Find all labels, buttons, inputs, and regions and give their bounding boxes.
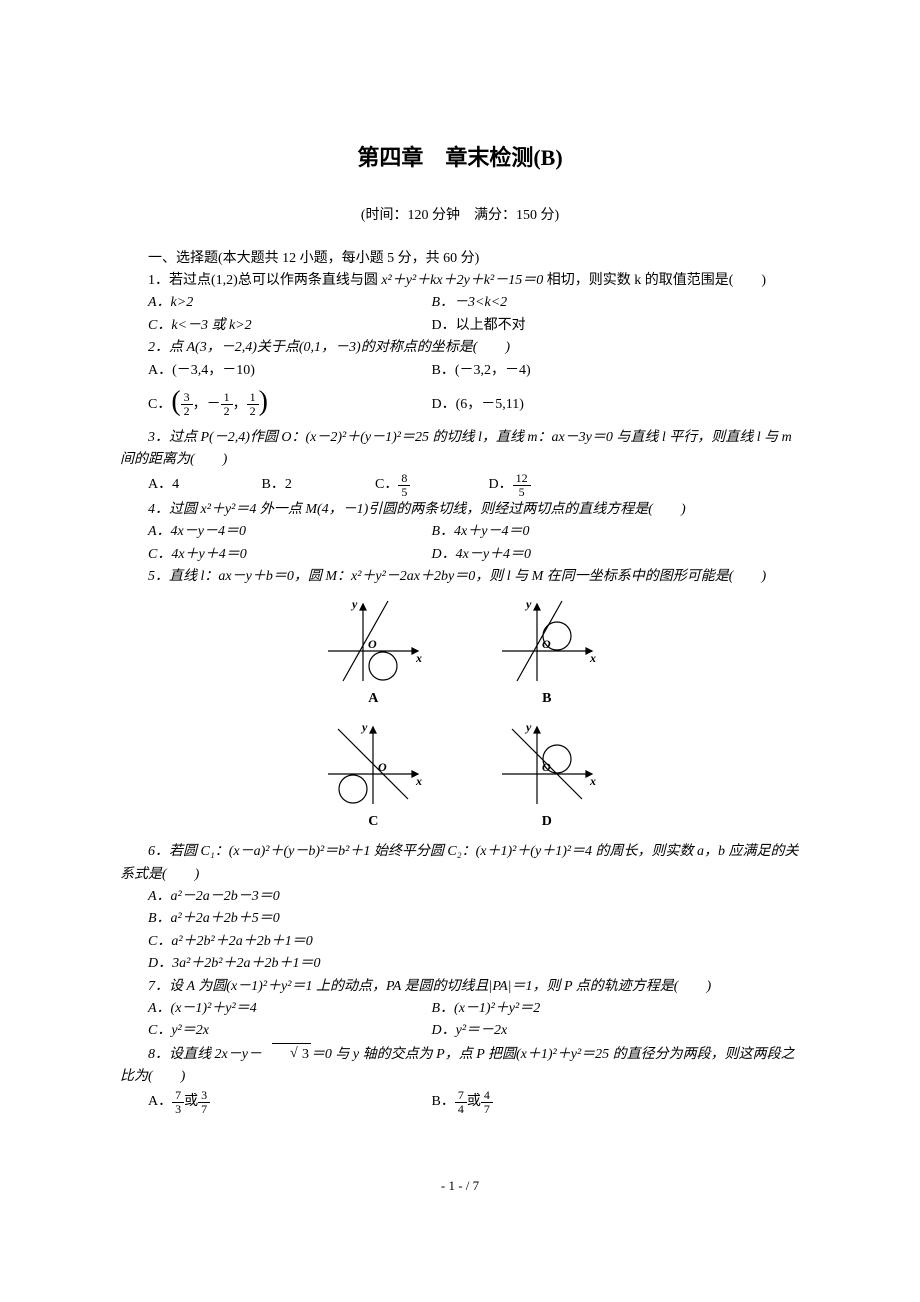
svg-text:O: O xyxy=(368,637,377,651)
q3-opt-c: C．85 xyxy=(375,472,485,499)
q4-options: A．4x－y－4＝0 B．4x＋y－4＝0 C．4x＋y＋4＝0 D．4x－y＋… xyxy=(120,521,800,566)
q7-opt-a: A．(x－1)²＋y²＝4 xyxy=(148,998,428,1020)
q5-svg-d: O x y xyxy=(492,719,602,809)
q1-opt-c: C．k<－3 或 k>2 xyxy=(148,315,428,337)
q8-text-1: 8．设直线 2x－y－ xyxy=(148,1047,262,1062)
q8-opt-b: B．74或47 xyxy=(432,1089,493,1116)
q2-opt-a: A．(－3,4，－10) xyxy=(148,360,428,382)
svg-text:O: O xyxy=(378,760,387,774)
q2-options: A．(－3,4，－10) B．(－3,2，－4) C．(32，－12，12) D… xyxy=(120,360,800,427)
q1-opt-d: D．以上都不对 xyxy=(432,315,526,337)
q3-opt-a: A．4 xyxy=(148,474,258,496)
page-subtitle: (时间：120 分钟 满分：150 分) xyxy=(120,205,800,227)
q5-svg-b: O x y xyxy=(492,596,602,686)
svg-text:x: x xyxy=(589,651,596,665)
section-heading: 一、选择题(本大题共 12 小题，每小题 5 分，共 60 分) xyxy=(120,248,800,270)
q7-options: A．(x－1)²＋y²＝4 B．(x－1)²＋y²＝2 C．y²＝2x D．y²… xyxy=(120,998,800,1043)
q4-opt-c: C．4x＋y＋4＝0 xyxy=(148,544,428,566)
q7-opt-b: B．(x－1)²＋y²＝2 xyxy=(432,998,541,1020)
q5-fig-a: O x y A xyxy=(318,596,428,710)
page-title: 第四章 章末检测(B) xyxy=(120,140,800,175)
q8-stem: 8．设直线 2x－y－3＝0 与 y 轴的交点为 P，点 P 把圆(x＋1)²＋… xyxy=(120,1043,800,1089)
q2-opt-c: C．(32，－12，12) xyxy=(148,382,428,427)
q2-c-prefix: C． xyxy=(148,394,171,416)
page-footer: - 1 - / 7 xyxy=(120,1176,800,1197)
svg-text:O: O xyxy=(542,760,551,774)
q5-svg-a: O x y xyxy=(318,596,428,686)
svg-text:x: x xyxy=(589,774,596,788)
q7-stem: 7．设 A 为圆(x－1)²＋y²＝1 上的动点，PA 是圆的切线且|PA|＝1… xyxy=(120,976,800,998)
q5-fig-row-1: O x y A O x y B xyxy=(120,596,800,710)
q7-opt-c: C．y²＝2x xyxy=(148,1020,428,1042)
svg-text:x: x xyxy=(415,774,422,788)
q6-opt-d: D．3a²＋2b²＋2a＋2b＋1＝0 xyxy=(148,953,800,975)
q1-text-2: 相切，则实数 k 的取值范围是( ) xyxy=(543,273,766,288)
q6-opt-b: B．a²＋2a＋2b＋5＝0 xyxy=(148,908,800,930)
q4-opt-a: A．4x－y－4＝0 xyxy=(148,521,428,543)
q5-stem: 5．直线 l：ax－y＋b＝0，圆 M：x²＋y²－2ax＋2by＝0，则 l … xyxy=(120,566,800,588)
q5-fig-d: O x y D xyxy=(492,719,602,833)
svg-text:O: O xyxy=(542,637,551,651)
q1-text-1: 1．若过点(1,2)总可以作两条直线与圆 xyxy=(148,273,381,288)
q5-cap-a: A xyxy=(318,688,428,710)
q1-opt-a: A．k>2 xyxy=(148,292,428,314)
q8-options: A．73或37 B．74或47 xyxy=(120,1089,800,1116)
q6-opt-c: C．a²＋2b²＋2a＋2b＋1＝0 xyxy=(148,931,800,953)
q3-stem: 3．过点 P(－2,4)作圆 O：(x－2)²＋(y－1)²＝25 的切线 l，… xyxy=(120,427,800,472)
q2-opt-b: B．(－3,2，－4) xyxy=(432,360,531,382)
q3-opt-b: B．2 xyxy=(262,474,372,496)
q7-opt-d: D．y²＝－2x xyxy=(432,1020,508,1042)
q1-eq: x²＋y²＋kx＋2y＋k²－15＝0 xyxy=(381,273,543,288)
q5-cap-b: B xyxy=(492,688,602,710)
q1-stem: 1．若过点(1,2)总可以作两条直线与圆 x²＋y²＋kx＋2y＋k²－15＝0… xyxy=(120,270,800,292)
q6-options: A．a²－2a－2b－3＝0 B．a²＋2a＋2b＋5＝0 C．a²＋2b²＋2… xyxy=(120,886,800,976)
q5-fig-c: O x y C xyxy=(318,719,428,833)
q2-stem: 2．点 A(3，－2,4)关于点(0,1，－3)的对称点的坐标是( ) xyxy=(120,337,800,359)
q4-stem: 4．过圆 x²＋y²＝4 外一点 M(4，－1)引圆的两条切线，则经过两切点的直… xyxy=(120,499,800,521)
svg-text:y: y xyxy=(524,720,532,734)
q5-cap-c: C xyxy=(318,811,428,833)
q5-fig-b: O x y B xyxy=(492,596,602,710)
q4-opt-b: B．4x＋y－4＝0 xyxy=(432,521,530,543)
q3-opt-d: D．125 xyxy=(489,472,531,499)
svg-text:x: x xyxy=(415,651,422,665)
q4-opt-d: D．4x－y＋4＝0 xyxy=(432,544,532,566)
q3-options: A．4 B．2 C．85 D．125 xyxy=(120,472,800,499)
q1-options: A．k>2 B．－3<k<2 C．k<－3 或 k>2 D．以上都不对 xyxy=(120,292,800,337)
q8-opt-a: A．73或37 xyxy=(148,1089,428,1116)
q2-opt-d: D．(6，－5,11) xyxy=(432,394,524,416)
svg-text:y: y xyxy=(360,720,368,734)
q5-cap-d: D xyxy=(492,811,602,833)
q8-sqrt: 3 xyxy=(272,1043,311,1066)
q6-opt-a: A．a²－2a－2b－3＝0 xyxy=(148,886,800,908)
q5-svg-c: O x y xyxy=(318,719,428,809)
svg-text:y: y xyxy=(524,597,532,611)
q6-stem: 6．若圆 C₁：(x－a)²＋(y－b)²＝b²＋1 始终平分圆 C₂：(x＋1… xyxy=(120,841,800,886)
q1-opt-b: B．－3<k<2 xyxy=(432,292,508,314)
svg-text:y: y xyxy=(350,597,358,611)
q5-fig-row-2: O x y C O x y D xyxy=(120,719,800,833)
